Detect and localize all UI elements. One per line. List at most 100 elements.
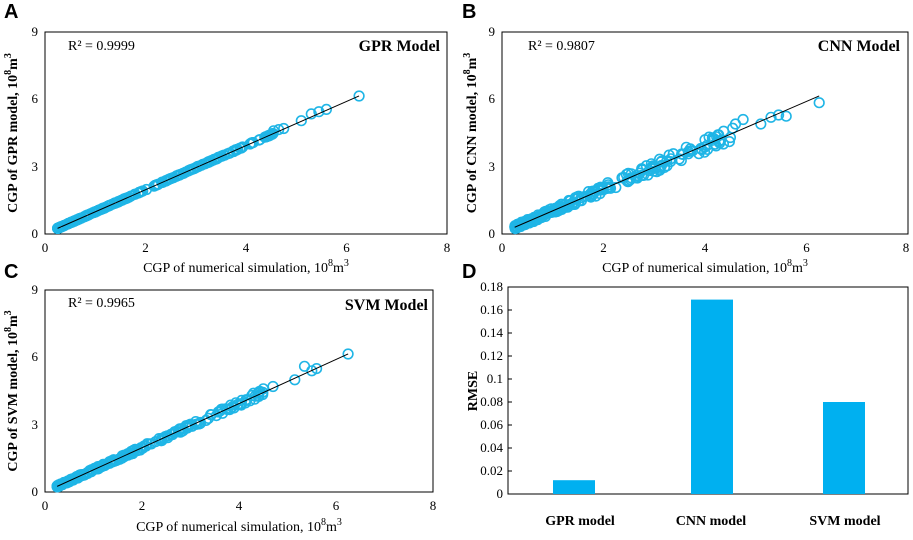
scatter-points-a: [51, 90, 365, 234]
x-tick-a-0: 0: [42, 240, 49, 255]
panel-label-c: C: [4, 261, 18, 283]
data-point: [685, 145, 697, 157]
data-point: [90, 463, 102, 475]
data-point: [268, 125, 280, 137]
data-point: [231, 143, 243, 155]
data-point: [140, 183, 153, 196]
data-point: [295, 115, 307, 127]
data-point: [205, 155, 217, 167]
data-point: [737, 113, 749, 126]
data-point: [240, 394, 252, 406]
r2-label-c: R² = 0.9965: [68, 296, 135, 311]
y-tick-b-6: 6: [489, 91, 496, 106]
data-point: [278, 122, 290, 135]
y-ticks-a: 0 3 6 9: [32, 24, 39, 241]
x-ticks-b: 0 2 4 6 8: [499, 240, 910, 255]
data-point: [128, 444, 140, 456]
data-point: [74, 470, 86, 482]
y-tick-a-6: 6: [32, 91, 39, 106]
data-point: [289, 374, 301, 386]
x-tick-c-2: 2: [139, 498, 146, 513]
data-point: [129, 188, 141, 200]
data-point: [342, 348, 354, 360]
data-point: [714, 137, 726, 149]
x-tick-c-6: 6: [333, 498, 340, 513]
x-tick-b-4: 4: [702, 240, 709, 255]
y-tick-label-d: 0.04: [480, 440, 503, 455]
x-axis-label-c: CGP of numerical simulation, 108m3: [136, 517, 342, 535]
category-label-cnn: CNN model: [676, 514, 746, 529]
data-point: [755, 118, 767, 130]
plot-frame-c: [44, 289, 434, 493]
y-ticks-b: 0 3 6 9: [489, 24, 496, 241]
x-ticks-a: 0 2 4 6 8: [42, 240, 451, 255]
bar-cnn-model: [691, 299, 733, 494]
y-tick-c-0: 0: [32, 484, 39, 499]
x-ticks-c: 0 2 4 6 8: [42, 498, 437, 513]
data-point: [585, 187, 598, 199]
data-point: [555, 202, 568, 214]
y-tick-label-d: 0.18: [480, 279, 503, 294]
y-tick-b-3: 3: [489, 159, 496, 174]
y-tick-c-9: 9: [32, 282, 39, 297]
data-point: [221, 404, 234, 416]
y-axis-label-c: CGP of SVM model, 108m3: [3, 310, 21, 471]
data-point: [813, 97, 825, 109]
panel-d: D 0 0.02 0.04 0.06 0.08 0.1 0.12 0.14 0.16 0.18 G…: [462, 261, 909, 529]
data-point: [526, 213, 538, 225]
y-tick-label-d: 0.12: [480, 348, 503, 363]
y-axis-label-a: CGP of GPR model, 108m3: [3, 53, 21, 213]
x-tick-b-6: 6: [803, 240, 810, 255]
y-tick-label-d: 0.1: [487, 371, 503, 386]
y-ticks-d: 0 0.02 0.04 0.06 0.08 0.1 0.12 0.14 0.16 0.18: [480, 279, 512, 501]
x-tick-c-8: 8: [430, 498, 437, 513]
data-point: [247, 387, 260, 399]
data-point: [724, 131, 737, 144]
panel-a: A R² = 0.9999 GPR Model 0 2 4 6 8 0 3 6 …: [3, 1, 450, 276]
data-point: [186, 420, 198, 432]
data-point: [610, 181, 622, 194]
y-tick-label-d: 0.02: [480, 463, 503, 478]
data-point: [184, 418, 197, 430]
x-tick-b-8: 8: [903, 240, 910, 255]
y-tick-label-d: 0: [497, 486, 504, 501]
panel-b: B R² = 0.9807 CNN Model 0 2 4 6 8 0 3 6 …: [462, 1, 909, 276]
y-axis-label-d: RMSE: [466, 371, 481, 411]
x-tick-c-0: 0: [42, 498, 49, 513]
y-tick-a-9: 9: [32, 24, 39, 39]
data-point: [566, 197, 579, 209]
x-categories-d: GPR model CNN model SVM model: [545, 514, 880, 529]
y-tick-a-3: 3: [32, 159, 39, 174]
data-point: [56, 220, 68, 232]
y-axis-label-b: CGP of CNN model, 108m3: [462, 53, 480, 214]
data-point: [522, 214, 534, 226]
data-point: [92, 205, 104, 217]
panel-label-b: B: [462, 1, 476, 23]
y-tick-label-d: 0.16: [480, 302, 503, 317]
bars-d: [553, 299, 865, 494]
data-point: [780, 110, 792, 122]
panel-label-a: A: [4, 1, 18, 23]
x-tick-a-6: 6: [343, 240, 350, 255]
panel-c: C R² = 0.9965 SVM Model 0 2 4 6 8 0 3 6 …: [3, 261, 436, 535]
data-point: [698, 146, 711, 158]
model-title-c: SVM Model: [345, 297, 429, 314]
data-point: [244, 138, 256, 150]
fit-line-b: [514, 95, 820, 228]
x-axis-label-a: CGP of numerical simulation, 108m3: [143, 258, 349, 276]
data-point: [78, 469, 91, 481]
data-point: [113, 196, 125, 208]
y-tick-label-d: 0.08: [480, 394, 503, 409]
plot-frame-a: [44, 31, 448, 235]
y-ticks-c: 0 3 6 9: [32, 282, 39, 499]
data-point: [311, 363, 323, 375]
y-tick-label-d: 0.14: [480, 325, 503, 340]
data-point: [699, 134, 711, 146]
y-tick-b-9: 9: [489, 24, 496, 39]
data-point: [673, 153, 685, 165]
data-point: [631, 169, 643, 182]
plot-frame-b: [501, 31, 909, 235]
data-point: [654, 164, 666, 176]
scatter-points-c: [51, 348, 354, 493]
data-point: [512, 219, 525, 232]
